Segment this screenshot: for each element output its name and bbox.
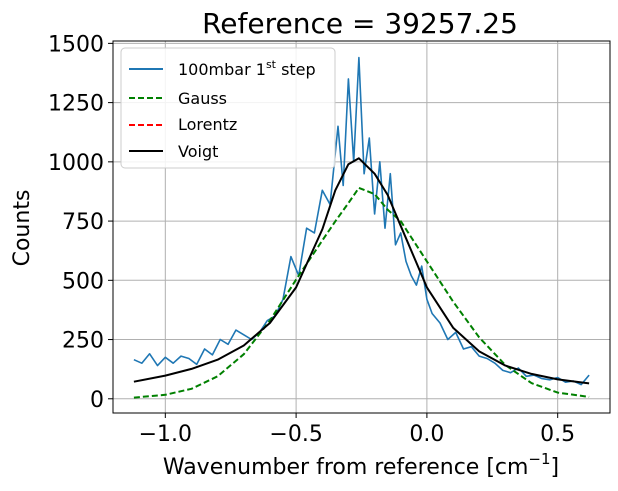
x-axis-label-superscript: −1 [528,450,550,468]
plot-frame [112,40,611,414]
x-axis-label-main: Wavenumber from reference [cm [163,455,529,480]
x-tick-label: 0.5 [540,422,575,447]
y-tick-label: 1250 [48,92,104,117]
series-line-gauss [133,186,590,399]
x-tick-label: 0.0 [409,422,444,447]
y-tick-label: 1000 [48,151,104,176]
legend: 100mbar 1st step Gauss Lorentz Voigt [120,47,336,169]
y-axis: 0 250 500 750 1000 1250 1500 [48,32,113,413]
legend-label-data: 100mbar 1st step [178,58,316,79]
y-tick-label: 750 [62,210,104,235]
series-layer [133,56,590,399]
x-axis-label-end: ] [551,455,560,480]
legend-label-lorentz: Lorentz [178,115,237,134]
y-tick-label: 500 [62,269,104,294]
series-line-data [133,56,590,386]
legend-label-data-main: 100mbar 1 [178,60,266,79]
y-tick-label: 250 [62,329,104,354]
x-tick-label: −1.0 [139,422,192,447]
y-axis-label: Counts [10,190,35,267]
y-tick-label: 1500 [48,32,104,57]
y-tick-label: 0 [90,388,104,413]
legend-label-data-superscript: st [266,58,277,71]
legend-label-data-end: step [276,60,316,79]
x-axis: −1.0 −0.5 0.0 0.5 [139,413,575,447]
legend-label-voigt: Voigt [178,142,218,161]
legend-box [120,47,336,169]
x-axis-label: Wavenumber from reference [cm−1] [163,450,559,480]
x-tick-label: −0.5 [269,422,322,447]
series-line-voigt [133,157,590,385]
chart-title: Reference = 39257.25 [202,7,518,40]
legend-label-gauss: Gauss [178,89,227,108]
